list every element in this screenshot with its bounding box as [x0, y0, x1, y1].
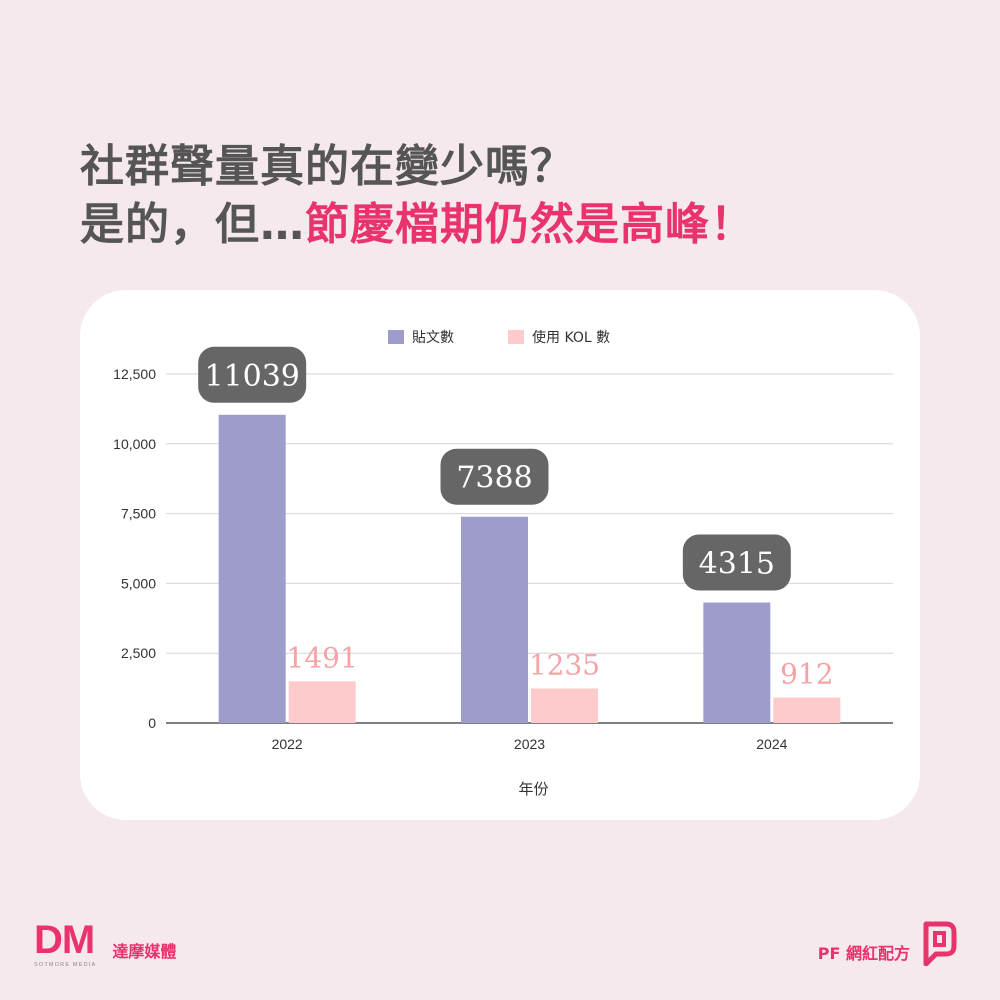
bar-kol: [531, 688, 598, 723]
pf-brand-name: PF 網紅配方: [817, 944, 910, 963]
footer-brand-left: DM SOTMORE MEDIA 達摩媒體: [34, 920, 176, 968]
headline-line-2-plain: 是的，但…: [80, 199, 305, 250]
dm-logo-subtitle: SOTMORE MEDIA: [34, 962, 97, 968]
legend-swatch: [508, 330, 524, 344]
y-tick-label: 0: [148, 715, 156, 731]
data-label-posts: 4315: [699, 547, 775, 582]
pf-logo-icon: [923, 921, 957, 966]
legend-label: 貼文數: [412, 330, 454, 346]
headline-line-1: 社群聲量真的在變少嗎？: [80, 141, 575, 192]
data-label-kol: 1235: [529, 649, 600, 682]
bar-posts: [461, 516, 528, 723]
data-label-callout: [682, 534, 791, 591]
headline-line-2-accent: 節慶檔期仍然是高峰！: [305, 199, 755, 250]
x-tick-label: 2022: [272, 736, 303, 752]
y-tick-label: 2,500: [121, 645, 156, 661]
data-label-kol: 1491: [287, 641, 358, 674]
bar-posts: [703, 602, 771, 723]
x-tick-label: 2024: [756, 736, 787, 752]
legend-label: 使用 KOL 數: [532, 329, 610, 346]
dm-logo-mark: DM: [34, 918, 95, 962]
x-tick-label: 2023: [514, 736, 545, 752]
data-label-callout: [440, 448, 549, 505]
legend-swatch: [388, 330, 404, 344]
y-tick-label: 12,500: [113, 366, 156, 382]
chart-card: 0 2,500 5,000 7,500 10,000 12,500 11039 1491 202…: [80, 290, 920, 820]
headline: 社群聲量真的在變少嗎？ 是的，但…節慶檔期仍然是高峰！: [80, 138, 755, 254]
y-tick-label: 7,500: [121, 506, 156, 522]
data-label-posts: 7388: [456, 461, 532, 496]
y-tick-label: 5,000: [121, 575, 156, 591]
dm-logo: DM SOTMORE MEDIA: [34, 920, 96, 968]
data-label-kol: 912: [780, 658, 833, 691]
y-tick-label: 10,000: [113, 436, 156, 452]
data-label-callout: [198, 346, 307, 403]
x-axis-title: 年份: [518, 780, 548, 798]
bar-kol: [773, 697, 841, 723]
data-label-posts: 11039: [204, 359, 299, 394]
headline-line-2: 是的，但…節慶檔期仍然是高峰！: [80, 196, 755, 254]
dm-brand-name: 達摩媒體: [112, 942, 177, 961]
bar-chart: 0 2,500 5,000 7,500 10,000 12,500 11039 1491 202…: [113, 329, 893, 798]
bar-kol: [288, 681, 356, 723]
footer-brand-right: PF 網紅配方: [818, 920, 958, 966]
bar-posts: [218, 414, 286, 723]
